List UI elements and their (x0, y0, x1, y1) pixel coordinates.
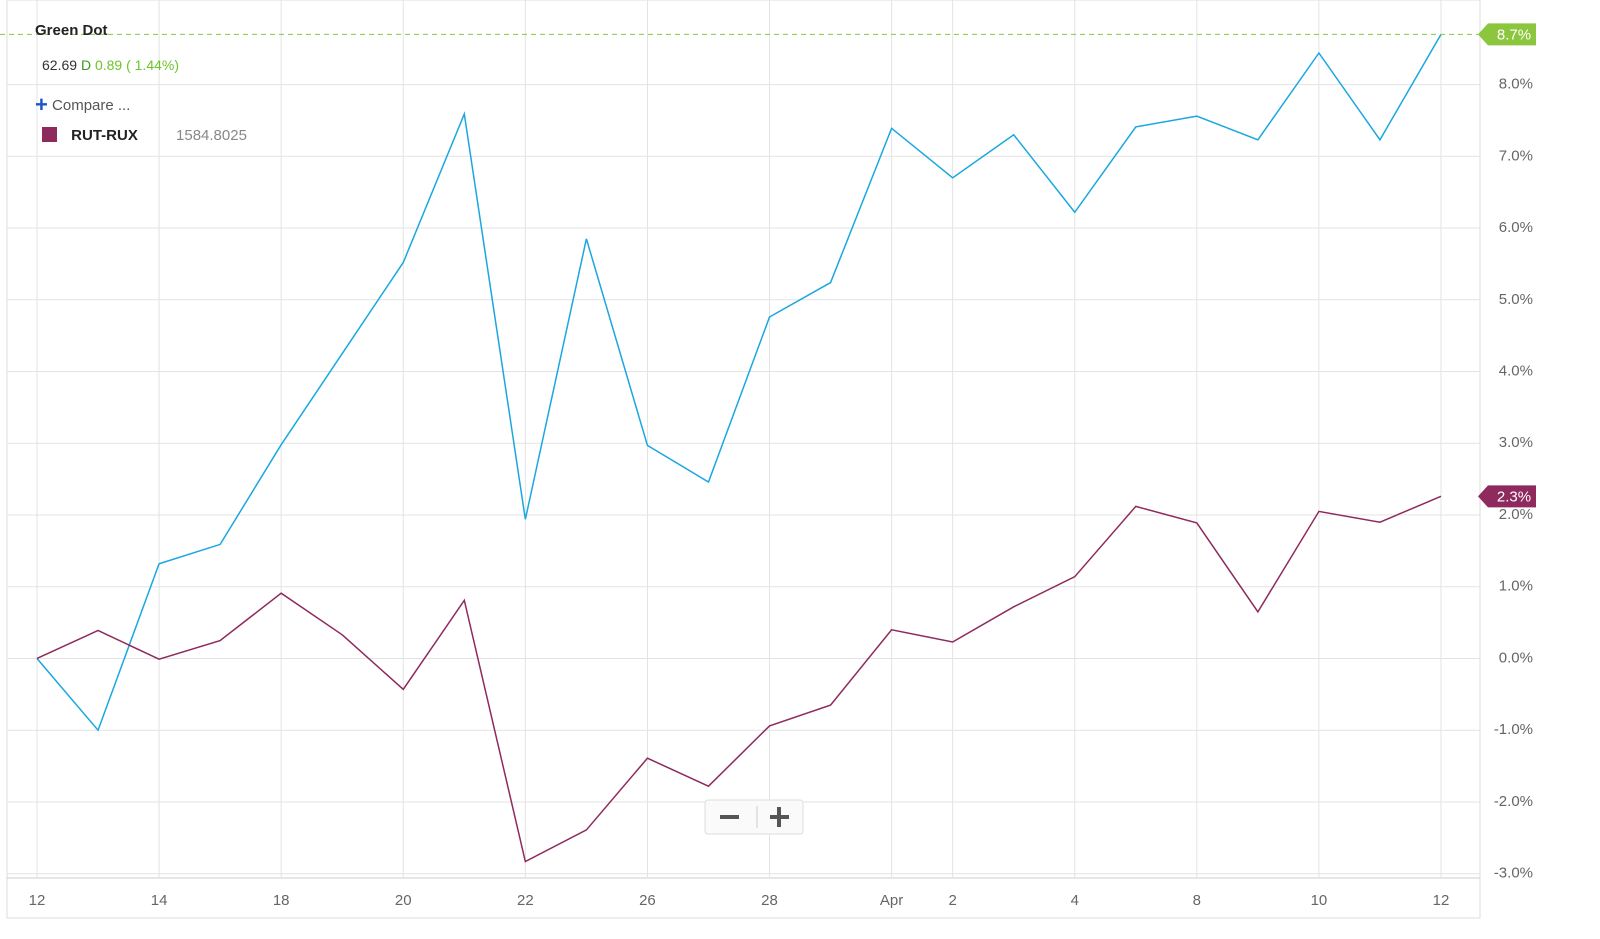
x-tick-label: 20 (395, 892, 412, 909)
change-pct: ( 1.44%) (126, 57, 180, 73)
y-tick-label: 8.0% (1499, 76, 1533, 93)
y-tick-label: 0.0% (1499, 649, 1533, 666)
change: 0.89 (94, 57, 123, 73)
y-tick-label: -2.0% (1494, 793, 1533, 810)
zoom-in-bar[interactable] (777, 807, 781, 827)
x-tick-label: Apr (880, 892, 903, 909)
x-tick-label: 2 (948, 892, 956, 909)
y-tick-label: -3.0% (1494, 865, 1533, 882)
price: 62.69 (42, 57, 78, 73)
x-tick-label: 28 (761, 892, 778, 909)
value-tag (1478, 23, 1536, 46)
zoom-out[interactable] (720, 815, 739, 819)
legend: RUT-RUX 1584.8025 (42, 127, 247, 144)
value-tag-label: 2.3% (1497, 488, 1531, 505)
x-tick-label: 4 (1071, 892, 1079, 909)
series-line (36, 495, 1442, 863)
y-tick-label: 7.0% (1499, 147, 1533, 164)
legend-swatch (42, 127, 57, 142)
value-tag (1478, 485, 1536, 508)
y-tick-label: 3.0% (1499, 434, 1533, 451)
x-tick-label: 8 (1193, 892, 1201, 909)
y-tick-label: 6.0% (1499, 219, 1533, 236)
x-tick-label: 18 (273, 892, 290, 909)
zoom-controls[interactable] (704, 799, 804, 835)
x-tick-label: 12 (29, 892, 46, 909)
y-tick-label: -1.0% (1494, 721, 1533, 738)
value-tag-label: 8.7% (1497, 26, 1531, 43)
title: Green Dot (35, 22, 108, 39)
quote: 62.69 D 0.89 ( 1.44%) (42, 57, 179, 73)
compare-text[interactable]: Compare ... (52, 97, 131, 114)
flag: D (80, 57, 92, 73)
compare-value: 1584.8025 (176, 127, 247, 144)
x-tick-label: 12 (1433, 892, 1450, 909)
y-tick-label: 5.0% (1499, 291, 1533, 308)
compare[interactable]: + Compare ... (35, 92, 130, 118)
y-tick-label: 4.0% (1499, 362, 1533, 379)
y-tick-label: 1.0% (1499, 578, 1533, 595)
plus-icon: + (35, 92, 48, 117)
x-tick-label: 26 (639, 892, 656, 909)
series-line (36, 33, 1442, 732)
x-tick-label: 10 (1311, 892, 1328, 909)
x-tick-label: 14 (151, 892, 168, 909)
y-tick-label: 2.0% (1499, 506, 1533, 523)
legend-label: RUT-RUX (71, 127, 138, 144)
plot-border (6, 0, 1481, 919)
x-tick-label: 22 (517, 892, 534, 909)
